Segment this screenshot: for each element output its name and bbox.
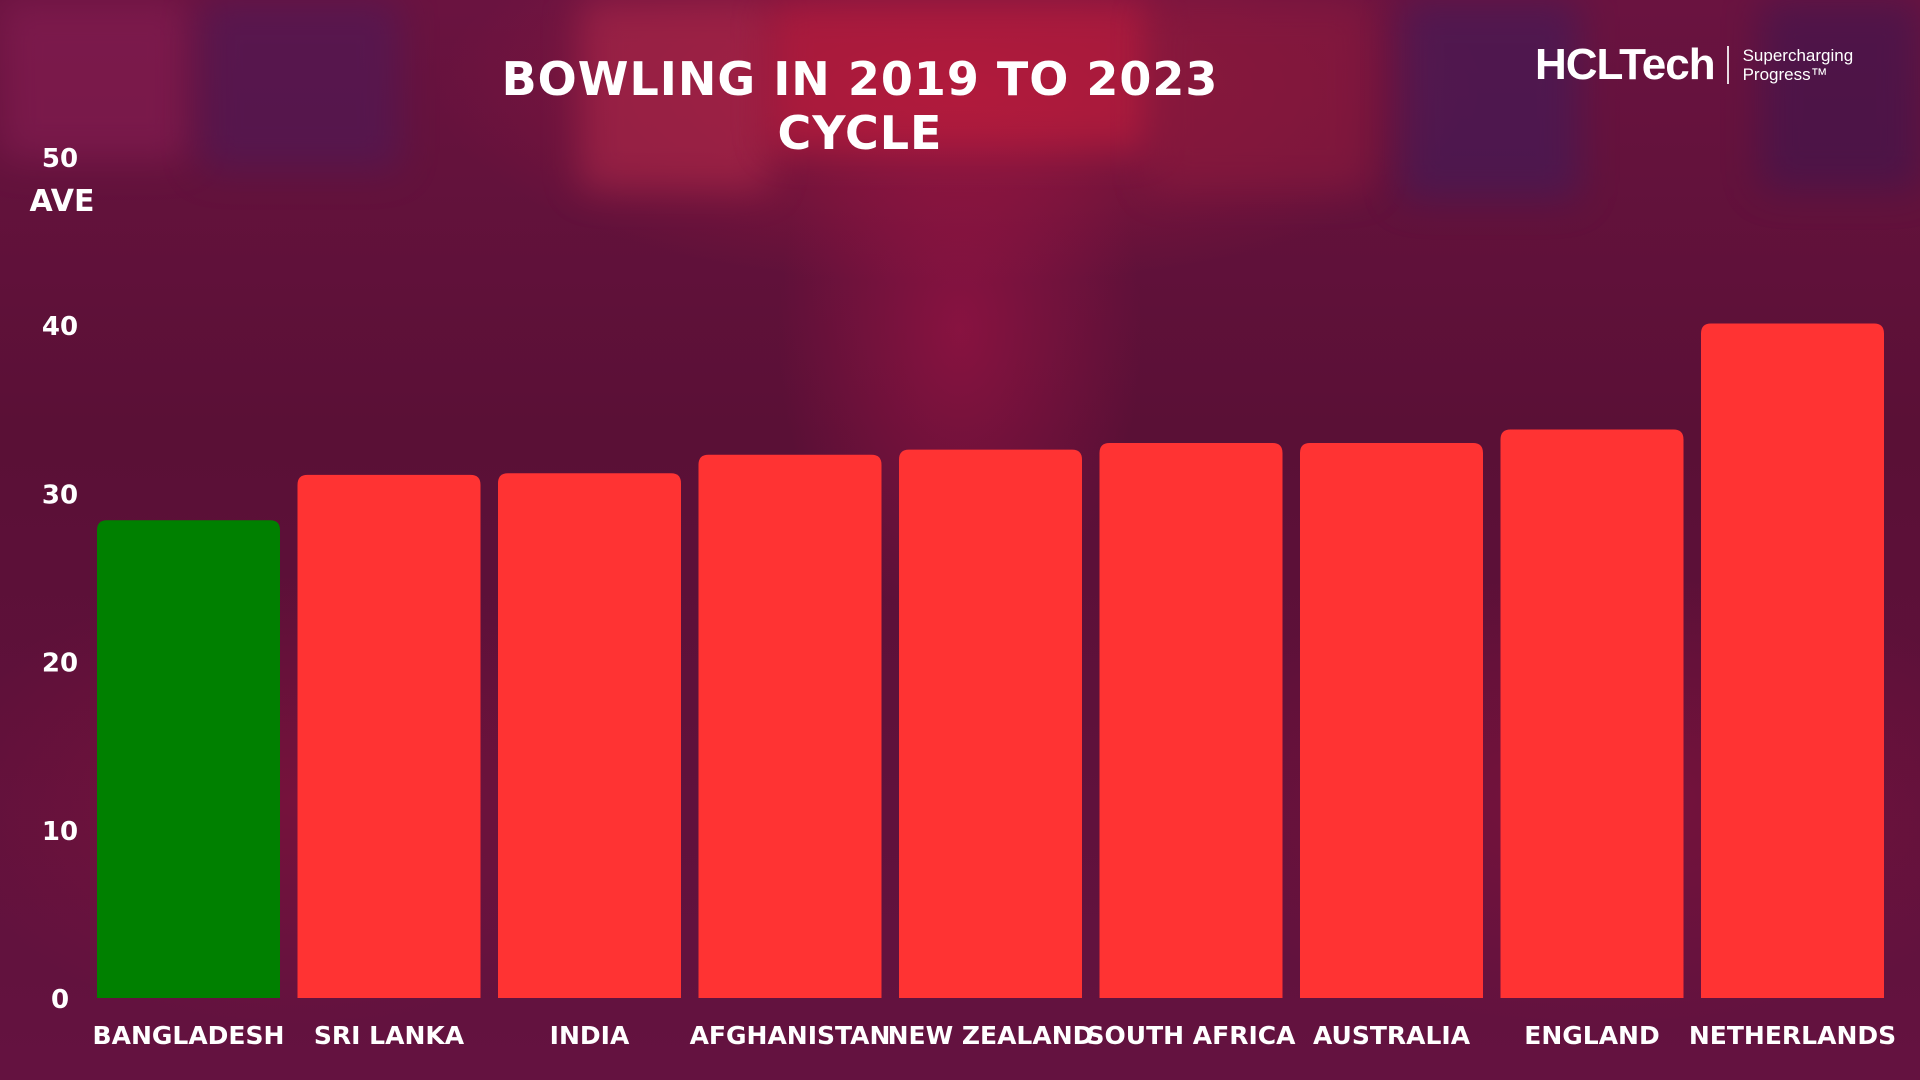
logo-tagline-line1: Supercharging: [1742, 46, 1854, 65]
x-category-label: AUSTRALIA: [1313, 1021, 1471, 1050]
background-blob: [1400, 0, 1580, 200]
hcltech-logo: HCLTech Supercharging Progress™: [1535, 40, 1853, 90]
x-category-label: INDIA: [550, 1021, 630, 1050]
x-category-label: BANGLADESH: [93, 1021, 285, 1050]
y-tick-label: 0: [51, 985, 69, 1015]
bar-new-zealand: [899, 449, 1082, 999]
bar-australia: [1300, 442, 1483, 998]
x-category-label: NEW ZEALAND: [888, 1021, 1094, 1050]
background-blob: [580, 0, 770, 190]
y-axis-title: AVE: [30, 184, 95, 219]
y-tick-label: 20: [42, 649, 78, 679]
background-blob: [0, 0, 190, 160]
logo-tagline: Supercharging Progress™: [1743, 46, 1854, 84]
background-blob: [1150, 0, 1370, 190]
chart-title: BOWLING IN 2019 TO 2023 CYCLE: [501, 52, 1219, 160]
background-blob: [770, 0, 1150, 150]
x-category-label: NETHERLANDS: [1689, 1021, 1896, 1050]
logo-divider: [1726, 46, 1729, 84]
x-category-label: SOUTH AFRICA: [1087, 1021, 1297, 1050]
background-blob: [200, 0, 400, 170]
y-tick-label: 10: [42, 817, 78, 847]
logo-wordmark: HCLTech: [1535, 40, 1716, 89]
bars: [97, 323, 1884, 999]
bar-afghanistan: [698, 454, 882, 998]
bar-south-africa: [1099, 442, 1283, 998]
bar-india: [498, 473, 681, 998]
y-tick-label: 40: [42, 312, 78, 342]
bar-netherlands: [1701, 323, 1884, 998]
logo-tagline-line2: Progress™: [1742, 65, 1828, 84]
x-category-label: ENGLAND: [1524, 1021, 1659, 1050]
bar-england: [1500, 429, 1684, 998]
y-axis: 0 10 20 30 40 50 AVE: [30, 144, 95, 1015]
x-category-label: SRI LANKA: [314, 1021, 465, 1050]
bar-bangladesh: [97, 520, 280, 998]
bar-sri-lanka: [297, 474, 481, 998]
background-blob: [1760, 0, 1920, 190]
x-category-label: AFGHANISTAN: [690, 1021, 891, 1050]
y-tick-label: 50: [42, 144, 78, 174]
y-tick-label: 30: [42, 480, 78, 510]
